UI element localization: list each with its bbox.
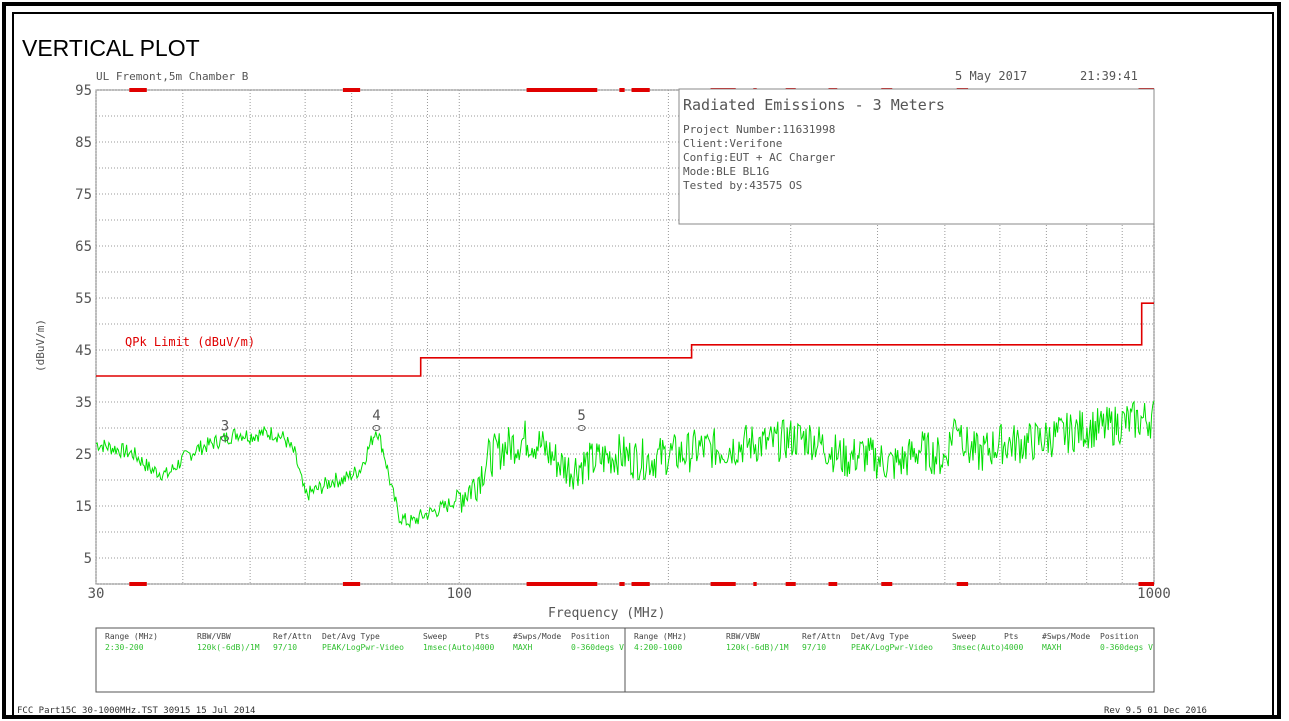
table-header: Position: [571, 632, 610, 641]
header-time: 21:39:41: [1080, 69, 1138, 83]
position-bar: [129, 88, 147, 92]
y-tick-label: 35: [75, 395, 92, 411]
table-cell: MAXH: [1042, 643, 1061, 652]
y-axis-label: (dBuV/m): [34, 319, 47, 372]
info-box-line: Tested by:43575 OS: [683, 179, 802, 192]
position-bar: [956, 582, 969, 586]
table-header: Pts: [1004, 632, 1019, 641]
limit-line: [96, 302, 1154, 377]
limit-line-group: [96, 302, 1154, 377]
y-tick-label: 85: [75, 135, 92, 151]
table-cell: 120k(-6dB)/1M: [197, 643, 260, 652]
position-bar: [526, 88, 598, 92]
table-cell: 97/10: [802, 643, 826, 652]
x-tick-label: 1000: [1137, 586, 1171, 602]
info-box-line: Project Number:11631998: [683, 123, 835, 136]
header-date: 5 May 2017: [955, 69, 1027, 83]
marker-label: 5: [577, 408, 585, 424]
table-cell: 4:200-1000: [634, 643, 682, 652]
table-cell: PEAK/LogPwr-Video: [322, 643, 404, 652]
marker-symbol: [577, 425, 586, 431]
y-tick-label: 75: [75, 187, 92, 203]
inner-frame: [12, 12, 1274, 717]
table-header: Pts: [475, 632, 490, 641]
info-box-line: Client:Verifone: [683, 137, 782, 150]
info-box-line: Config:EUT + AC Charger: [683, 151, 836, 164]
table-cell: 2:30-200: [105, 643, 144, 652]
marker-label: 3: [221, 418, 229, 434]
table-cell: 1msec(Auto): [423, 643, 476, 652]
position-bar: [342, 582, 361, 586]
position-bar: [619, 582, 625, 586]
emission-trace: [95, 400, 1155, 529]
table-header: RBW/VBW: [197, 632, 231, 641]
marker-group: 3 4 5: [220, 408, 586, 442]
table-header: Ref/Attn: [802, 632, 841, 641]
marker-label: 4: [372, 408, 380, 424]
table-cell: 120k(-6dB)/1M: [726, 643, 789, 652]
plot-title: VERTICAL PLOT: [22, 35, 200, 61]
position-bar: [785, 582, 796, 586]
position-bar: [342, 88, 361, 92]
position-bar: [881, 582, 893, 586]
info-box-line: Mode:BLE BL1G: [683, 165, 769, 178]
settings-table: Range (MHz) RBW/VBW Ref/Attn Det/Avg Type Sw…: [95, 627, 1155, 693]
y-tick-label: 15: [75, 499, 92, 515]
chart-grid: [95, 89, 1155, 585]
limit-label: QPk Limit (dBuV/m): [125, 335, 255, 349]
table-cell: 0-360degs V: [1100, 643, 1153, 652]
table-header: #Swps/Mode: [1042, 632, 1090, 641]
table-header: Range (MHz): [634, 632, 687, 641]
trace-group: [95, 400, 1155, 529]
y-tick-label: 5: [84, 551, 92, 567]
y-tick-label: 65: [75, 239, 92, 255]
y-tick-label: 55: [75, 291, 92, 307]
table-header: Ref/Attn: [273, 632, 312, 641]
info-box-title: Radiated Emissions - 3 Meters: [683, 96, 945, 114]
table-header: RBW/VBW: [726, 632, 760, 641]
table-cell: 0-360degs V: [571, 643, 624, 652]
y-tick-label: 25: [75, 447, 92, 463]
x-tick-label: 30: [88, 586, 105, 602]
x-tick-label: 100: [447, 586, 472, 602]
position-bar: [129, 582, 147, 586]
marker-symbol: [372, 425, 381, 431]
position-bar: [1138, 582, 1154, 586]
table-cell: MAXH: [513, 643, 532, 652]
table-header: Det/Avg Type: [851, 632, 909, 641]
header-site: UL Fremont,5m Chamber B: [96, 70, 249, 83]
table-cell: 97/10: [273, 643, 297, 652]
x-axis-label: Frequency (MHz): [548, 606, 665, 621]
footer-right: Rev 9.5 01 Dec 2016: [1104, 706, 1207, 716]
footer-left: FCC Part15C 30-1000MHz.TST 30915 15 Jul …: [17, 706, 256, 716]
y-tick-label: 45: [75, 343, 92, 359]
table-cell: 4000: [1004, 643, 1023, 652]
position-bar: [526, 582, 598, 586]
table-header: Sweep: [952, 632, 976, 641]
table-header: Range (MHz): [105, 632, 158, 641]
table-cell: PEAK/LogPwr-Video: [851, 643, 933, 652]
y-tick-label: 95: [75, 83, 92, 99]
position-bar: [710, 582, 736, 586]
position-bar: [753, 582, 757, 586]
table-header: Sweep: [423, 632, 447, 641]
position-bar: [828, 582, 838, 586]
table-cell: 4000: [475, 643, 494, 652]
table-header: Det/Avg Type: [322, 632, 380, 641]
table-cell: 3msec(Auto): [952, 643, 1005, 652]
position-bar: [631, 582, 650, 586]
table-header: #Swps/Mode: [513, 632, 561, 641]
marker-symbol: [220, 435, 229, 442]
info-box: Radiated Emissions - 3 Meters Project Nu…: [678, 88, 1155, 225]
position-bar: [619, 88, 625, 92]
position-bar: [631, 88, 650, 92]
table-header: Position: [1100, 632, 1139, 641]
